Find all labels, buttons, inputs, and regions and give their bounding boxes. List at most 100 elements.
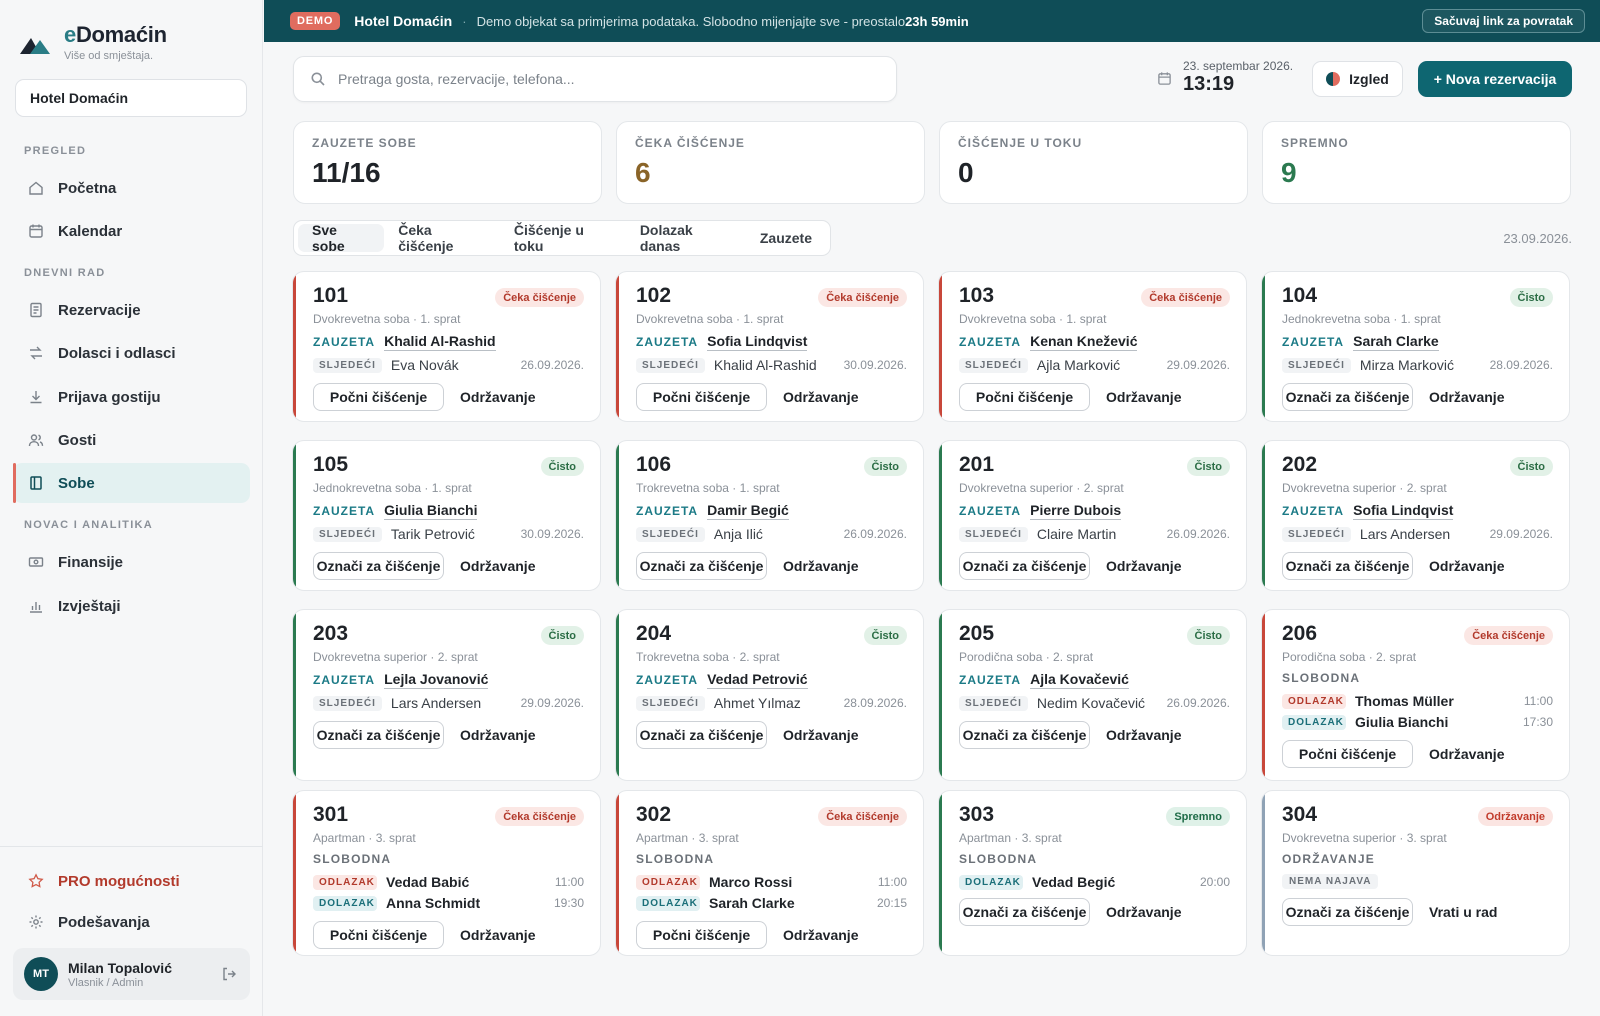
stat-value: 9 (1281, 157, 1297, 188)
status-badge: Čeka čišćenje (818, 807, 907, 826)
room-number: 102 (636, 284, 672, 307)
sidebar-item-dolasci-i-odlasci[interactable]: Dolasci i odlasci (13, 333, 250, 373)
hotel-selector[interactable]: Hotel Domaćin (15, 79, 247, 117)
guest-name-link[interactable]: Damir Begić (707, 502, 789, 520)
guest-name-link[interactable]: Pierre Dubois (1030, 502, 1122, 520)
cleaning-action-button[interactable]: Označi za čišćenje (959, 898, 1090, 926)
cleaning-action-button[interactable]: Označi za čišćenje (1282, 383, 1413, 411)
maintenance-link[interactable]: Održavanje (1429, 558, 1505, 574)
arrival-guest: Anna Schmidt (386, 895, 481, 911)
search-input[interactable] (338, 71, 858, 87)
guest-name-link[interactable]: Sarah Clarke (1353, 333, 1439, 351)
guest-name-link[interactable]: Sofia Lindqvist (707, 333, 808, 351)
cleaning-action-button[interactable]: Označi za čišćenje (1282, 552, 1413, 580)
banner-time-left: 23h 59min (905, 13, 969, 29)
arrival-guest: Sarah Clarke (709, 895, 795, 911)
sidebar-item-podesavanja[interactable]: Podešavanja (13, 902, 250, 942)
maintenance-link[interactable]: Održavanje (1106, 558, 1182, 574)
back-to-work-link[interactable]: Vrati u rad (1429, 904, 1498, 920)
guest-name-link[interactable]: Giulia Bianchi (384, 502, 478, 520)
maintenance-link[interactable]: Održavanje (1429, 389, 1505, 405)
departure-label: ODLAZAK (1282, 693, 1346, 709)
new-reservation-button[interactable]: + Nova rezervacija (1418, 61, 1572, 97)
cleaning-action-button[interactable]: Označi za čišćenje (313, 721, 444, 749)
arrival-time: 17:30 (1522, 715, 1553, 729)
cleaning-action-button[interactable]: Počni čišćenje (313, 383, 444, 411)
departure-row: ODLAZAK Thomas Müller 11:00 (1282, 693, 1553, 709)
guest-name-link[interactable]: Lejla Jovanović (384, 671, 489, 689)
sidebar-item-kalendar[interactable]: Kalendar (13, 211, 250, 251)
cleaning-action-button[interactable]: Označi za čišćenje (1282, 898, 1413, 926)
status-badge: Čeka čišćenje (495, 807, 584, 826)
save-link-button[interactable]: Sačuvaj link za povratak (1422, 9, 1585, 33)
sidebar-divider (0, 846, 263, 847)
maintenance-link[interactable]: Održavanje (783, 558, 859, 574)
maintenance-link[interactable]: Održavanje (460, 389, 536, 405)
sidebar-item-rezervacije[interactable]: Rezervacije (13, 290, 250, 330)
search-icon (311, 72, 325, 86)
user-profile[interactable]: MT Milan Topalović Vlasnik / Admin (13, 948, 250, 1000)
tab-zauzete[interactable]: Zauzete (759, 230, 812, 246)
brand[interactable]: eDomaćin Više od smještaja. (20, 22, 167, 62)
maintenance-link[interactable]: Održavanje (783, 727, 859, 743)
demo-banner: DEMO Hotel Domaćin · Demo objekat sa pri… (264, 0, 1600, 42)
cleaning-action-button[interactable]: Označi za čišćenje (959, 721, 1090, 749)
sidebar-item-prijava-gostiju[interactable]: Prijava gostiju (13, 377, 250, 417)
tab-ceka-ciscenje[interactable]: Čeka čišćenje (398, 222, 454, 254)
cleaning-action-button[interactable]: Označi za čišćenje (636, 721, 767, 749)
maintenance-link[interactable]: Održavanje (783, 389, 859, 405)
guest-name-link[interactable]: Vedad Petrović (707, 671, 808, 689)
sidebar-item-pro[interactable]: PRO mogućnosti (13, 861, 250, 901)
maintenance-link[interactable]: Održavanje (1106, 904, 1182, 920)
sidebar-item-label: Gosti (58, 431, 97, 449)
guest-name-link[interactable]: Ajla Kovačević (1030, 671, 1129, 689)
theme-button[interactable]: Izgled (1312, 61, 1403, 97)
room-card-102: 102 Čeka čišćenje Dvokrevetna soba · 1. sp… (615, 271, 924, 422)
sidebar-item-label: Kalendar (58, 222, 123, 240)
logout-icon[interactable] (221, 966, 237, 982)
guest-name-link[interactable]: Kenan Knežević (1030, 333, 1138, 351)
sidebar-item-label: Početna (58, 179, 117, 197)
sidebar-item-label: Prijava gostiju (58, 388, 161, 406)
cleaning-action-button[interactable]: Označi za čišćenje (636, 552, 767, 580)
guest-name-link[interactable]: Khalid Al-Rashid (384, 333, 496, 351)
tab-ciscenje-u-toku[interactable]: Čišćenje u toku (513, 222, 584, 254)
room-type: Trokrevetna soba · 1. sprat (636, 481, 780, 495)
departure-row: ODLAZAK Vedad Babić 11:00 (313, 874, 584, 890)
status-badge: Čeka čišćenje (1141, 288, 1230, 307)
cleaning-action-button[interactable]: Počni čišćenje (313, 921, 444, 949)
cleaning-action-button[interactable]: Počni čišćenje (636, 383, 767, 411)
tab-dolazak-danas[interactable]: Dolazak danas (639, 222, 693, 254)
maintenance-link[interactable]: Održavanje (460, 727, 536, 743)
cleaning-action-button[interactable]: Počni čišćenje (1282, 740, 1413, 768)
maintenance-link[interactable]: Održavanje (1429, 746, 1505, 762)
cleaning-action-button[interactable]: Počni čišćenje (636, 921, 767, 949)
sidebar-item-label: Podešavanja (58, 913, 150, 931)
sidebar-item-pocetna[interactable]: Početna (13, 168, 250, 208)
maintenance-link[interactable]: Održavanje (460, 927, 536, 943)
next-guest-date: 26.09.2026. (843, 527, 907, 541)
cleaning-action-button[interactable]: Počni čišćenje (959, 383, 1090, 411)
next-guest-date: 30.09.2026. (843, 358, 907, 372)
cleaning-action-button[interactable]: Označi za čišćenje (959, 552, 1090, 580)
status-badge: Čeka čišćenje (495, 288, 584, 307)
next-guest-row: SLJEDEĆI Khalid Al-Rashid 30.09.2026. (636, 357, 907, 373)
maintenance-link[interactable]: Održavanje (783, 927, 859, 943)
maintenance-link[interactable]: Održavanje (1106, 389, 1182, 405)
occupancy-row: ZAUZETA Giulia Bianchi (313, 502, 478, 520)
user-role: Vlasnik / Admin (68, 976, 144, 989)
status-badge: Čisto (1509, 288, 1553, 307)
sidebar-item-izvjestaji[interactable]: Izvještaji (13, 586, 250, 626)
cleaning-action-button[interactable]: Označi za čišćenje (313, 552, 444, 580)
sidebar-item-finansije[interactable]: Finansije (13, 542, 250, 582)
maintenance-link[interactable]: Održavanje (1106, 727, 1182, 743)
sidebar-item-sobe[interactable]: Sobe (13, 463, 250, 503)
sidebar-item-gosti[interactable]: Gosti (13, 420, 250, 460)
room-type: Porodična soba · 2. sprat (1282, 650, 1417, 664)
next-guest-row: SLJEDEĆI Mirza Marković 28.09.2026. (1282, 357, 1553, 373)
next-guest-name: Lars Andersen (1359, 526, 1451, 542)
guest-name-link[interactable]: Sofia Lindqvist (1353, 502, 1454, 520)
room-number: 205 (959, 622, 995, 645)
maintenance-link[interactable]: Održavanje (460, 558, 536, 574)
tab-sve-sobe[interactable]: Sve sobe (298, 222, 385, 254)
